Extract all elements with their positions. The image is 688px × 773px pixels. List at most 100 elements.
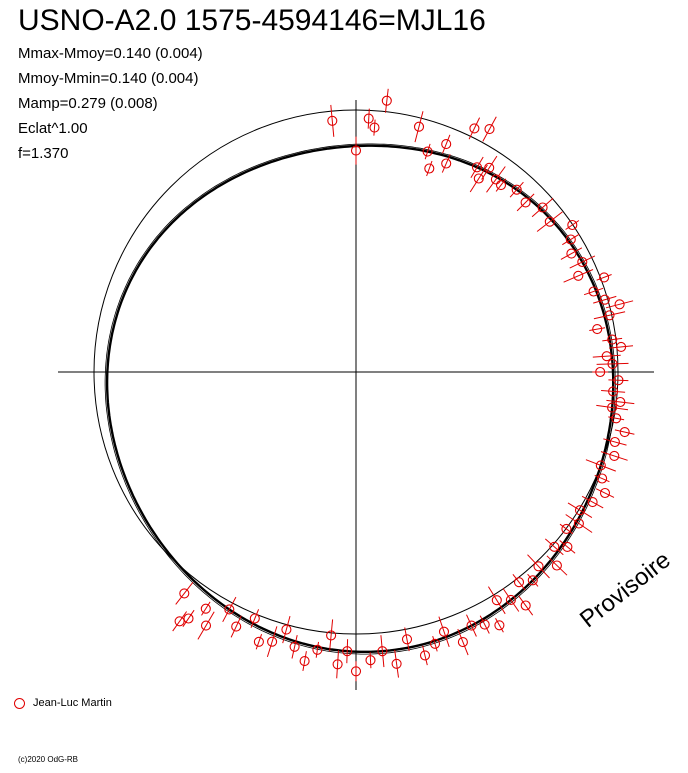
error-bar <box>595 488 615 498</box>
point-marker <box>609 436 620 448</box>
error-bar <box>441 154 451 173</box>
data-point <box>466 614 477 637</box>
data-point <box>559 523 574 535</box>
error-bar <box>385 88 389 113</box>
error-bar <box>330 104 335 137</box>
error-bar <box>495 178 507 192</box>
error-bar <box>583 287 604 296</box>
point-marker <box>200 620 212 631</box>
error-bar <box>546 555 568 576</box>
data-point <box>200 601 211 616</box>
error-bar <box>495 618 504 633</box>
point-marker <box>537 202 548 213</box>
error-bar <box>531 197 554 218</box>
error-bar <box>222 596 237 623</box>
data-point <box>413 111 425 143</box>
point-marker <box>513 577 525 588</box>
point-marker <box>299 656 310 667</box>
error-bar <box>426 160 433 177</box>
error-bar <box>175 581 194 605</box>
data-point <box>481 155 498 180</box>
data-point <box>391 649 402 678</box>
error-bar <box>601 390 626 393</box>
point-marker <box>327 115 338 126</box>
data-point <box>438 616 450 648</box>
error-bar <box>585 459 616 472</box>
point-marker <box>363 113 374 124</box>
error-bar <box>603 438 627 446</box>
fitted-curve <box>105 144 615 653</box>
error-bar <box>487 586 506 615</box>
point-marker <box>281 624 292 635</box>
error-bar <box>594 474 610 483</box>
error-bar <box>593 295 617 304</box>
error-bar <box>482 116 497 142</box>
error-bar <box>593 311 626 320</box>
point-marker <box>174 616 185 627</box>
error-bar <box>596 404 629 411</box>
data-point <box>502 588 520 612</box>
point-marker <box>520 197 531 208</box>
error-bar <box>422 645 428 666</box>
data-point <box>457 628 469 656</box>
data-point <box>494 618 505 633</box>
point-marker <box>607 402 618 413</box>
point-marker <box>491 595 502 606</box>
data-point <box>560 247 583 260</box>
point-marker <box>574 505 586 516</box>
legend-label: Jean-Luc Martin <box>33 697 112 709</box>
point-marker <box>267 636 278 647</box>
data-point <box>172 611 188 632</box>
error-bar <box>282 615 291 644</box>
point-marker <box>567 219 578 231</box>
error-bar <box>394 649 399 678</box>
data-point <box>299 651 310 671</box>
error-bar <box>544 538 564 556</box>
data-point <box>602 334 623 345</box>
error-bar <box>336 650 339 679</box>
error-bar <box>373 119 376 136</box>
stat-eclat: Eclat^1.00 <box>18 120 88 137</box>
stat-frequency: f=1.370 <box>18 145 69 162</box>
error-bar <box>201 601 211 616</box>
error-bar <box>600 451 628 461</box>
error-bar <box>527 554 550 579</box>
error-bar <box>565 514 593 533</box>
data-point <box>600 450 628 461</box>
data-point <box>589 324 606 335</box>
data-point <box>601 386 626 397</box>
data-point <box>516 193 535 212</box>
data-points <box>172 88 635 682</box>
point-marker <box>401 634 413 645</box>
data-point <box>608 375 629 386</box>
error-bar <box>518 595 534 616</box>
point-marker <box>441 139 452 150</box>
point-marker <box>599 294 610 305</box>
data-point <box>603 436 627 448</box>
point-marker <box>457 637 468 648</box>
error-bar <box>414 111 424 143</box>
data-point <box>332 650 343 679</box>
point-marker <box>312 644 323 655</box>
error-bar <box>559 540 576 554</box>
chart-title: USNO-A2.0 1575-4594146=MJL16 <box>18 4 486 37</box>
point-marker <box>224 604 235 615</box>
data-point <box>327 104 338 137</box>
data-point <box>581 495 604 509</box>
error-bar <box>486 166 506 193</box>
point-marker <box>377 646 388 657</box>
data-point <box>401 627 413 652</box>
data-point <box>546 555 568 576</box>
error-bar <box>424 143 431 160</box>
error-bar <box>596 362 629 365</box>
data-point <box>583 286 604 297</box>
point-marker <box>231 621 242 632</box>
error-bar <box>605 300 634 309</box>
error-bar <box>442 134 451 154</box>
error-bar <box>291 634 298 659</box>
point-marker <box>549 541 560 552</box>
point-marker <box>511 184 522 195</box>
point-marker <box>422 146 433 157</box>
error-bar <box>565 220 580 230</box>
